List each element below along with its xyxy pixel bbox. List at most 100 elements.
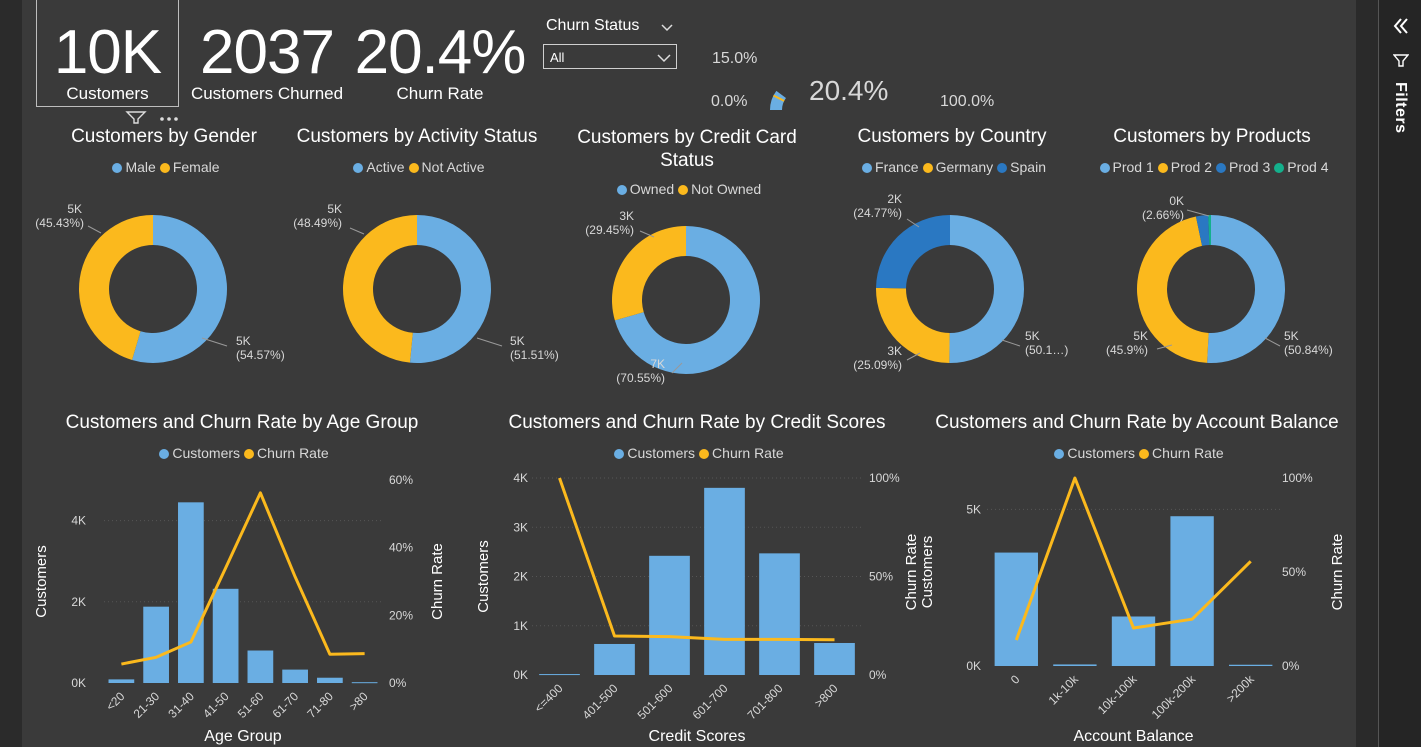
- donut-slice-prod-3[interactable]: [1195, 215, 1210, 246]
- donut-slice-not-owned[interactable]: [612, 225, 686, 321]
- x-axis-title: Age Group: [204, 728, 281, 745]
- bar-51-60[interactable]: [247, 650, 274, 683]
- data-label-pct: (2.66%): [1142, 208, 1184, 222]
- bar-0[interactable]: [994, 552, 1038, 666]
- chart-title: Customers and Churn Rate by Account Bala…: [935, 412, 1339, 433]
- x-tick-label: 501-600: [635, 681, 676, 722]
- donut-slice-female[interactable]: [79, 215, 153, 360]
- gauge-value-label: 20.4%: [809, 75, 889, 106]
- label-leader: [639, 230, 655, 238]
- bar-21-30[interactable]: [143, 606, 169, 683]
- bar-701-800[interactable]: [759, 553, 800, 675]
- data-label-pct: (45.9%): [1106, 343, 1148, 357]
- churn-rate-line[interactable]: [558, 477, 835, 642]
- chevron-down-icon[interactable]: [660, 20, 674, 32]
- donut-slice-prod-2[interactable]: [1137, 216, 1209, 363]
- y-tick-label: 4K: [71, 514, 86, 528]
- y2-tick-label: 0%: [869, 668, 887, 682]
- bar-100k-200k[interactable]: [1170, 516, 1214, 666]
- more-options-icon[interactable]: [157, 110, 183, 122]
- bar-41-50[interactable]: [212, 588, 239, 683]
- legend-marker: [112, 163, 123, 173]
- churn-gauge[interactable]: 15.0% 0.0% 20.4% 100.0%: [702, 40, 1002, 120]
- donut-slice-not-active[interactable]: [342, 215, 417, 363]
- label-leader: [906, 218, 920, 228]
- filter-icon[interactable]: [125, 110, 147, 124]
- pane-gap: [1356, 0, 1378, 747]
- label-leader: [87, 225, 102, 234]
- expand-chevrons-icon[interactable]: [1391, 16, 1411, 36]
- bar-10k-100k[interactable]: [1111, 616, 1156, 666]
- bar->200k[interactable]: [1229, 664, 1273, 666]
- legend-item: Spain: [1010, 159, 1046, 175]
- y-tick-label: 3K: [513, 520, 528, 534]
- y-axis-title-churn: Churn Rate: [903, 534, 920, 611]
- donut-slice-owned[interactable]: [614, 226, 761, 374]
- churn-rate-line[interactable]: [121, 491, 365, 666]
- x-tick-label: 701-800: [745, 681, 786, 722]
- data-label-pct: (50.84%): [1284, 343, 1333, 357]
- donut-slice-prod-4[interactable]: [1208, 215, 1211, 246]
- legend-item: Prod 3: [1229, 159, 1271, 175]
- y-axis-title-customers: Customers: [919, 536, 936, 609]
- chart-legend: Customers Churn Rate: [502, 445, 892, 461]
- legend-marker: [997, 163, 1008, 173]
- legend-item: Not Owned: [691, 181, 762, 197]
- combo-chart-1[interactable]: Customers and Churn Rate by Age Group Cus…: [22, 0, 1356, 747]
- bar-501-600[interactable]: [649, 555, 690, 675]
- chart-title: Customers and Churn Rate by Credit Score…: [508, 412, 886, 433]
- customers-card[interactable]: 10K Customers: [36, 0, 179, 107]
- bar-601-700[interactable]: [704, 487, 745, 675]
- data-label-value: 2K: [887, 192, 902, 206]
- combo-chart-2[interactable]: Customers and Churn Rate by Credit Score…: [22, 0, 1356, 747]
- data-label-pct: (45.43%): [35, 216, 84, 230]
- bar-71-80[interactable]: [317, 677, 343, 683]
- bar-61-70[interactable]: [282, 669, 308, 683]
- bar-31-40[interactable]: [178, 502, 204, 683]
- bar-401-500[interactable]: [594, 643, 635, 675]
- legend-marker: [244, 449, 255, 459]
- label-leader: [906, 352, 921, 361]
- legend-item: Active: [366, 159, 405, 175]
- bar-<20[interactable]: [108, 679, 135, 683]
- x-tick-label: 61-70: [270, 689, 302, 721]
- legend-marker: [353, 163, 364, 173]
- churn-status-dropdown[interactable]: All: [543, 44, 677, 69]
- donut-slice-spain[interactable]: [876, 215, 950, 289]
- churned-value: 2037: [200, 18, 335, 87]
- churn-rate-card[interactable]: 20.4% Churn Rate: [350, 0, 530, 106]
- x-tick-label: 21-30: [131, 689, 163, 721]
- churn-rate-value: 20.4%: [354, 18, 527, 87]
- data-label-pct: (29.45%): [585, 223, 634, 237]
- bar-1k-10k[interactable]: [1053, 664, 1097, 666]
- y-tick-label: 0K: [966, 659, 981, 673]
- churned-card[interactable]: 2037 Customers Churned: [182, 0, 352, 106]
- chart-title: Customers by Products: [1113, 126, 1311, 147]
- donut-slice-male[interactable]: [132, 215, 228, 364]
- x-tick-label: >200k: [1224, 672, 1258, 706]
- data-label-value: 3K: [619, 209, 634, 223]
- legend-item: Prod 4: [1287, 159, 1329, 175]
- filters-pane-label: Filters: [1392, 82, 1409, 134]
- combo-chart-3[interactable]: Customers and Churn Rate by Account Bala…: [22, 0, 1356, 747]
- gauge-target-marker: [773, 94, 785, 102]
- churn-rate-line[interactable]: [1014, 476, 1252, 641]
- label-leader: [671, 362, 683, 374]
- x-tick-label: 100k-200k: [1149, 672, 1199, 722]
- y2-tick-label: 100%: [869, 471, 900, 485]
- x-tick-label: 10k-100k: [1095, 672, 1141, 718]
- donut-slice-prod-1[interactable]: [1207, 215, 1286, 364]
- donut-slice-germany[interactable]: [876, 287, 950, 363]
- bar->80[interactable]: [351, 682, 378, 684]
- donut-slice-france[interactable]: [949, 215, 1024, 363]
- filters-pane-collapsed[interactable]: Filters: [1378, 0, 1421, 747]
- churn-status-slicer-title: Churn Status: [546, 17, 640, 34]
- bar->800[interactable]: [814, 642, 855, 675]
- label-leader: [349, 227, 365, 235]
- data-label-value: 5K: [1025, 329, 1040, 343]
- x-tick-label: 1k-10k: [1046, 672, 1082, 708]
- bar-<=400[interactable]: [539, 674, 580, 676]
- donut-slice-active[interactable]: [409, 215, 491, 363]
- legend-item: Male: [125, 159, 156, 175]
- dropdown-chevron-icon: [657, 54, 671, 63]
